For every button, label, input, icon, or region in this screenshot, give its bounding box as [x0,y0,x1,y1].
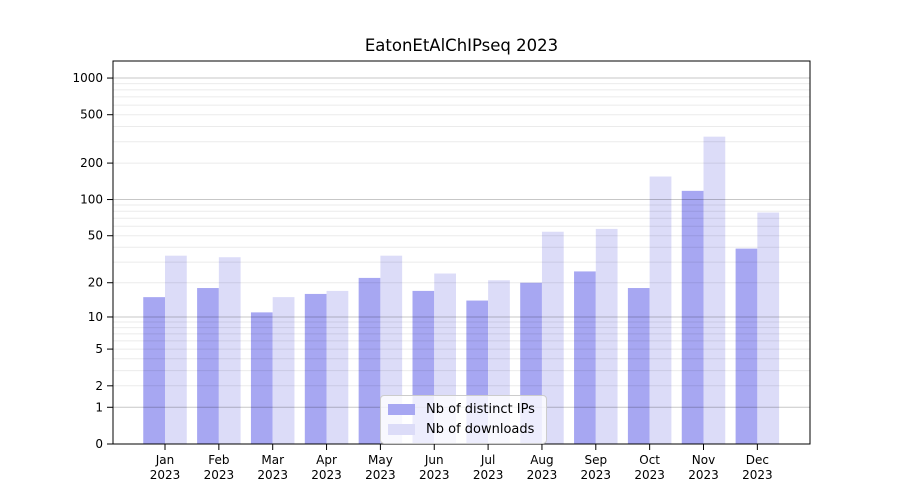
x-tick-month: Jun [424,453,444,467]
y-tick-label: 200 [80,156,103,170]
bar [757,212,780,444]
legend-swatch-distinct-ips [388,404,415,415]
bar [304,293,327,444]
x-axis: Jan2023Feb2023Mar2023Apr2023May2023Jun20… [150,444,773,482]
bar [358,277,381,444]
x-tick-year: 2023 [204,468,235,482]
bar [326,290,349,444]
bar [703,136,726,444]
series-downloads [165,136,780,444]
x-tick-year: 2023 [581,468,612,482]
bar [197,288,219,444]
chart-title: EatonEtAlChIPseq 2023 [364,36,559,55]
bar [574,271,596,444]
y-tick-label: 100 [80,193,103,207]
bar [649,176,672,444]
y-tick-label: 2 [95,379,103,393]
y-tick-label: 1000 [72,71,103,85]
legend-label-downloads: Nb of downloads [426,422,535,437]
x-tick-month: Aug [530,453,553,467]
bar [143,297,165,444]
x-tick-year: 2023 [634,468,665,482]
bar [218,257,241,444]
bar [250,312,273,444]
legend-item-downloads: Nb of downloads [388,421,535,438]
legend-label-distinct-ips: Nb of distinct IPs [426,402,535,417]
bar [165,255,187,444]
bar [735,248,758,444]
bar [595,228,618,444]
x-tick-month: Apr [316,453,337,467]
bar [681,190,704,444]
x-tick-month: May [368,453,393,467]
x-tick-month: Dec [746,453,769,467]
x-tick-month: Mar [261,453,284,467]
x-tick-year: 2023 [365,468,396,482]
x-tick-month: Nov [692,453,715,467]
y-tick-label: 1 [95,400,103,414]
x-tick-year: 2023 [527,468,558,482]
legend-swatch-downloads [388,424,415,435]
x-tick-month: Oct [639,453,660,467]
y-tick-label: 0 [95,437,103,451]
plot-border [112,60,811,445]
y-tick-label: 500 [80,108,103,122]
legend-item-distinct-ips: Nb of distinct IPs [388,401,535,418]
x-tick-year: 2023 [742,468,773,482]
gridlines [113,77,810,408]
y-tick-label: 20 [88,276,103,290]
x-tick-month: Jan [155,453,175,467]
x-tick-year: 2023 [150,468,181,482]
x-tick-year: 2023 [473,468,504,482]
bar [541,231,564,444]
x-tick-year: 2023 [419,468,450,482]
x-tick-year: 2023 [688,468,719,482]
y-tick-label: 5 [95,342,103,356]
legend: Nb of distinct IPs Nb of downloads [380,395,547,444]
y-tick-label: 10 [88,310,103,324]
x-tick-year: 2023 [311,468,342,482]
x-tick-month: Sep [584,453,607,467]
bar [272,297,295,444]
x-tick-year: 2023 [257,468,288,482]
y-axis: 0 1 2 5 10 20 50 100 200 500 1000 [72,71,113,451]
x-tick-month: Jul [480,453,495,467]
bar [627,288,650,444]
y-tick-label: 50 [88,229,103,243]
x-tick-month: Feb [208,453,229,467]
